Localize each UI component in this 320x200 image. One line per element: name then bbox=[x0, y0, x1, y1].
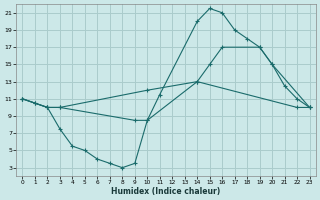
X-axis label: Humidex (Indice chaleur): Humidex (Indice chaleur) bbox=[111, 187, 221, 196]
